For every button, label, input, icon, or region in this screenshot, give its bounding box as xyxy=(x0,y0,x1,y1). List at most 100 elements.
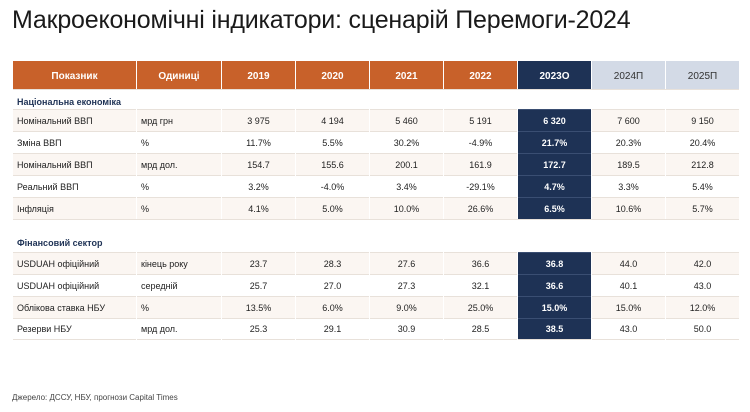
header-row: Показник Одиниці 2019 2020 2021 2022 202… xyxy=(13,61,739,89)
cell-2024-forecast: 44.0 xyxy=(592,252,665,274)
cell-2019: 4.1% xyxy=(222,197,295,219)
cell-2025-forecast: 5.7% xyxy=(666,197,739,219)
cell-2019: 11.7% xyxy=(222,131,295,153)
cell-2025-forecast: 42.0 xyxy=(666,252,739,274)
cell-2021: 3.4% xyxy=(370,175,443,197)
cell-2020: 4 194 xyxy=(296,109,369,131)
header-year-2021: 2021 xyxy=(370,61,443,89)
header-indicator: Показник xyxy=(13,61,136,89)
table-row: Номінальний ВВП мрд грн 3 975 4 194 5 46… xyxy=(13,109,739,131)
cell-2024-forecast: 20.3% xyxy=(592,131,665,153)
header-year-2022: 2022 xyxy=(444,61,517,89)
row-label: Номінальний ВВП xyxy=(13,109,136,131)
cell-2020: 27.0 xyxy=(296,274,369,296)
cell-2021: 5 460 xyxy=(370,109,443,131)
row-label: Номінальний ВВП xyxy=(13,153,136,175)
cell-2022: 32.1 xyxy=(444,274,517,296)
cell-2020: 5.5% xyxy=(296,131,369,153)
cell-2023-estimate: 6 320 xyxy=(518,109,591,131)
cell-2024-forecast: 40.1 xyxy=(592,274,665,296)
cell-2020: 6.0% xyxy=(296,296,369,318)
cell-2019: 13.5% xyxy=(222,296,295,318)
cell-2025-forecast: 5.4% xyxy=(666,175,739,197)
table-row: Номінальний ВВП мрд дол. 154.7 155.6 200… xyxy=(13,153,739,175)
row-label: Інфляція xyxy=(13,197,136,219)
cell-2023-estimate: 38.5 xyxy=(518,318,591,340)
cell-2023-estimate: 21.7% xyxy=(518,131,591,153)
row-unit: % xyxy=(137,131,221,153)
cell-2020: 5.0% xyxy=(296,197,369,219)
cell-2022: 26.6% xyxy=(444,197,517,219)
source-note: Джерело: ДССУ, НБУ, прогнози Capital Tim… xyxy=(12,393,178,402)
cell-2019: 23.7 xyxy=(222,252,295,274)
cell-2024-forecast: 7 600 xyxy=(592,109,665,131)
section-title: Фінансовий сектор xyxy=(13,219,739,252)
cell-2019: 3.2% xyxy=(222,175,295,197)
cell-2020: 28.3 xyxy=(296,252,369,274)
cell-2025-forecast: 20.4% xyxy=(666,131,739,153)
cell-2023-estimate: 15.0% xyxy=(518,296,591,318)
table-row: USDUAH офіційний кінець року 23.7 28.3 2… xyxy=(13,252,739,274)
page-title: Макроекономічні індикатори: сценарій Пер… xyxy=(12,6,631,34)
cell-2022: 28.5 xyxy=(444,318,517,340)
cell-2025-forecast: 43.0 xyxy=(666,274,739,296)
cell-2025-forecast: 12.0% xyxy=(666,296,739,318)
row-unit: % xyxy=(137,175,221,197)
cell-2022: -4.9% xyxy=(444,131,517,153)
table-row: Облікова ставка НБУ % 13.5% 6.0% 9.0% 25… xyxy=(13,296,739,318)
cell-2025-forecast: 50.0 xyxy=(666,318,739,340)
cell-2024-forecast: 10.6% xyxy=(592,197,665,219)
table-row: Зміна ВВП % 11.7% 5.5% 30.2% -4.9% 21.7%… xyxy=(13,131,739,153)
cell-2019: 25.3 xyxy=(222,318,295,340)
macro-indicators-table: Показник Одиниці 2019 2020 2021 2022 202… xyxy=(12,61,740,340)
cell-2022: -29.1% xyxy=(444,175,517,197)
cell-2020: -4.0% xyxy=(296,175,369,197)
header-units: Одиниці xyxy=(137,61,221,89)
table-row: Реальний ВВП % 3.2% -4.0% 3.4% -29.1% 4.… xyxy=(13,175,739,197)
cell-2019: 25.7 xyxy=(222,274,295,296)
cell-2022: 5 191 xyxy=(444,109,517,131)
table-row: Інфляція % 4.1% 5.0% 10.0% 26.6% 6.5% 10… xyxy=(13,197,739,219)
cell-2020: 29.1 xyxy=(296,318,369,340)
header-year-2023-estimate: 2023О xyxy=(518,61,591,89)
row-unit: % xyxy=(137,197,221,219)
section-financial-sector: Фінансовий сектор xyxy=(13,219,739,252)
cell-2022: 161.9 xyxy=(444,153,517,175)
table-row: Резерви НБУ мрд дол. 25.3 29.1 30.9 28.5… xyxy=(13,318,739,340)
row-label: USDUAH офіційний xyxy=(13,274,136,296)
section-title: Національна економіка xyxy=(13,89,739,109)
cell-2023-estimate: 4.7% xyxy=(518,175,591,197)
cell-2024-forecast: 189.5 xyxy=(592,153,665,175)
cell-2024-forecast: 43.0 xyxy=(592,318,665,340)
cell-2021: 10.0% xyxy=(370,197,443,219)
cell-2021: 30.9 xyxy=(370,318,443,340)
header-year-2025-forecast: 2025П xyxy=(666,61,739,89)
cell-2021: 200.1 xyxy=(370,153,443,175)
cell-2024-forecast: 15.0% xyxy=(592,296,665,318)
cell-2022: 25.0% xyxy=(444,296,517,318)
cell-2025-forecast: 212.8 xyxy=(666,153,739,175)
header-year-2019: 2019 xyxy=(222,61,295,89)
cell-2023-estimate: 36.8 xyxy=(518,252,591,274)
cell-2025-forecast: 9 150 xyxy=(666,109,739,131)
header-year-2024-forecast: 2024П xyxy=(592,61,665,89)
cell-2021: 9.0% xyxy=(370,296,443,318)
cell-2024-forecast: 3.3% xyxy=(592,175,665,197)
cell-2020: 155.6 xyxy=(296,153,369,175)
row-unit: мрд дол. xyxy=(137,318,221,340)
row-unit: середній xyxy=(137,274,221,296)
header-year-2020: 2020 xyxy=(296,61,369,89)
cell-2019: 154.7 xyxy=(222,153,295,175)
cell-2021: 27.6 xyxy=(370,252,443,274)
cell-2019: 3 975 xyxy=(222,109,295,131)
row-unit: мрд грн xyxy=(137,109,221,131)
cell-2021: 27.3 xyxy=(370,274,443,296)
cell-2021: 30.2% xyxy=(370,131,443,153)
row-label: USDUAH офіційний xyxy=(13,252,136,274)
row-label: Реальний ВВП xyxy=(13,175,136,197)
table-row: USDUAH офіційний середній 25.7 27.0 27.3… xyxy=(13,274,739,296)
row-label: Облікова ставка НБУ xyxy=(13,296,136,318)
cell-2023-estimate: 36.6 xyxy=(518,274,591,296)
row-unit: мрд дол. xyxy=(137,153,221,175)
row-unit: кінець року xyxy=(137,252,221,274)
